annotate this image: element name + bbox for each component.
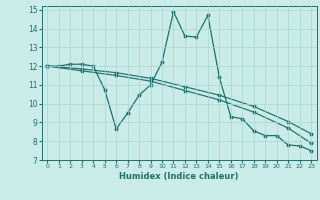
X-axis label: Humidex (Indice chaleur): Humidex (Indice chaleur)	[119, 172, 239, 181]
